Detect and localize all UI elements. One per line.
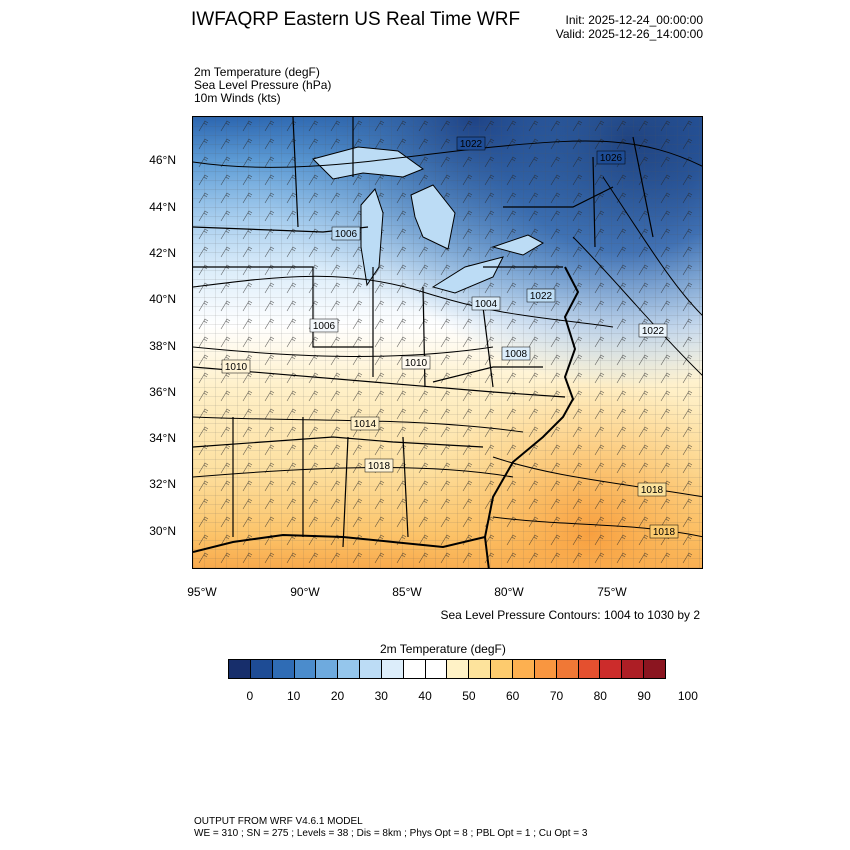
colorbar-label: 0 (246, 689, 254, 703)
pressure-label: 1022 (460, 139, 483, 150)
pressure-label: 1008 (505, 349, 528, 360)
atlantic-coastline (483, 266, 580, 568)
colorbar-label: 40 (418, 689, 432, 703)
colorbar-label: 80 (593, 689, 607, 703)
lat-tick: 30°N (149, 524, 176, 538)
init-time: Init: 2025-12-24_00:00:00 (565, 13, 703, 27)
colorbar-swatch (250, 660, 273, 678)
field-label-winds: 10m Winds (kts) (194, 91, 281, 105)
great-lakes (312, 146, 545, 294)
colorbar-label: 30 (374, 689, 388, 703)
lat-tick: 36°N (149, 385, 176, 399)
colorbar-swatch (229, 660, 251, 678)
chart-title: IWFAQRP Eastern US Real Time WRF (191, 9, 521, 30)
contour-note: Sea Level Pressure Contours: 1004 to 103… (440, 608, 701, 622)
colorbar-swatch (622, 660, 645, 678)
colorbar-swatch (491, 660, 513, 678)
colorbar-swatch (534, 660, 557, 678)
colorbar-label: 90 (637, 689, 651, 703)
pressure-label: 1004 (475, 299, 498, 310)
field-label-pressure: Sea Level Pressure (hPa) (194, 78, 332, 92)
colorbar-label: 20 (330, 689, 345, 703)
lat-tick: 34°N (149, 431, 176, 445)
colorbar-swatch (272, 660, 295, 678)
colorbar-swatch (578, 660, 601, 678)
pressure-labels: 1022 1026 1006 1004 1022 1006 1010 1010 … (221, 136, 679, 539)
lat-tick: 32°N (149, 477, 176, 491)
lat-tick: 46°N (149, 153, 176, 167)
colorbar-swatch (360, 660, 382, 678)
colorbar-swatch (403, 660, 426, 678)
colorbar-swatch (316, 660, 339, 678)
colorbar-swatch (425, 660, 448, 678)
weather-map: 1022 1026 1006 1004 1022 1006 1010 1010 … (192, 116, 703, 569)
field-label-temperature: 2m Temperature (degF) (194, 65, 320, 79)
footer-model: OUTPUT FROM WRF V4.6.1 MODEL (194, 816, 363, 827)
lat-tick: 38°N (149, 339, 176, 353)
colorbar-label: 60 (506, 689, 520, 703)
pressure-label: 1010 (225, 362, 248, 373)
pressure-label: 1018 (653, 527, 676, 538)
colorbar-swatch (600, 660, 623, 678)
colorbar-label: 70 (549, 689, 564, 703)
colorbar-swatch (556, 660, 579, 678)
pressure-label: 1022 (530, 291, 553, 302)
lon-tick: 75°W (597, 585, 627, 599)
pressure-label: 1026 (600, 153, 623, 164)
colorbar-label: 100 (677, 689, 698, 703)
pressure-label: 1006 (335, 229, 358, 240)
colorbar-label: 50 (462, 689, 476, 703)
lon-tick: 95°W (187, 585, 217, 599)
colorbar-swatch (338, 660, 361, 678)
map-canvas: 1022 1026 1006 1004 1022 1006 1010 1010 … (193, 117, 702, 568)
colorbar-label: 10 (287, 689, 301, 703)
colorbar-swatch (447, 660, 470, 678)
pressure-label: 1006 (313, 321, 336, 332)
pressure-label: 1022 (642, 326, 665, 337)
lon-tick: 90°W (290, 585, 320, 599)
colorbar-swatch (469, 660, 492, 678)
lat-tick: 42°N (149, 246, 176, 260)
colorbar (228, 659, 666, 679)
pressure-label: 1014 (354, 419, 377, 430)
colorbar-title: 2m Temperature (degF) (380, 642, 506, 656)
pressure-label: 1010 (405, 358, 428, 369)
colorbar-swatch (381, 660, 404, 678)
pressure-label: 1018 (368, 461, 391, 472)
lat-tick: 44°N (149, 200, 176, 214)
colorbar-swatch (294, 660, 317, 678)
pressure-label: 1018 (641, 485, 664, 496)
lon-tick: 85°W (392, 585, 422, 599)
colorbar-swatch (644, 660, 665, 678)
valid-time: Valid: 2025-12-26_14:00:00 (555, 27, 703, 41)
lon-tick: 80°W (494, 585, 524, 599)
footer-config: WE = 310 ; SN = 275 ; Levels = 38 ; Dis … (194, 828, 588, 839)
lat-tick: 40°N (149, 292, 176, 306)
colorbar-swatch (512, 660, 535, 678)
